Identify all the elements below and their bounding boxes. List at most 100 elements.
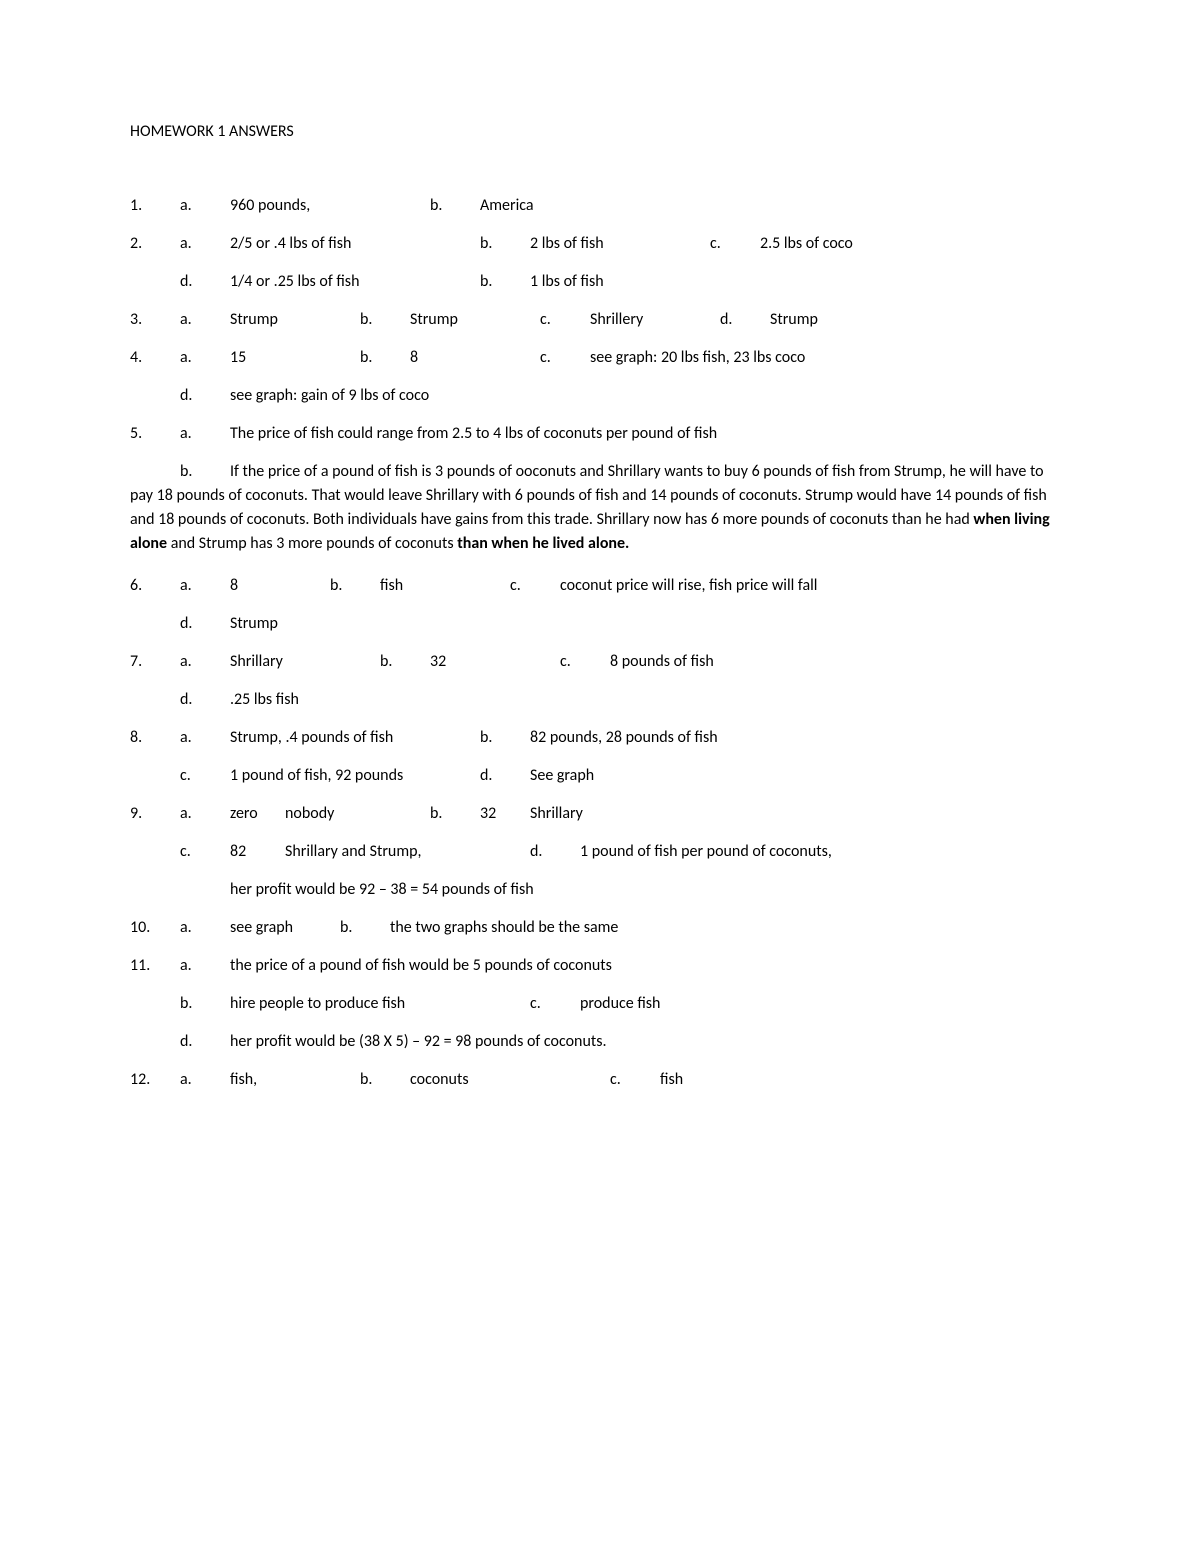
part-label: b. [430,194,480,218]
answer-text: .25 lbs fish [230,688,299,712]
part-label: b. [330,574,380,598]
part-label: c. [610,1068,660,1092]
question-row: 2. a. 2/5 or .4 lbs of fish b. 2 lbs of … [130,232,1070,256]
question-row: d. see graph: gain of 9 lbs of coco [130,384,1070,408]
question-number: 4. [130,346,180,370]
part-label: b. [430,802,480,826]
answer-text: 32 [480,802,530,826]
answer-text: 1 lbs of fish [530,270,604,294]
part-label: c. [560,650,610,674]
question-number: 5. [130,422,180,446]
answer-text: 1/4 or .25 lbs of fish [230,270,480,294]
answer-paragraph: b.If the price of a pound of fish is 3 p… [130,460,1070,556]
question-row: c. 82 Shrillary and Strump, d. 1 pound o… [130,840,1070,864]
question-number: 2. [130,232,180,256]
answer-text: America [480,194,534,218]
part-label: d. [180,612,230,636]
answer-text: See graph [530,764,594,788]
answer-text: Strump [230,612,278,636]
part-label: d. [180,688,230,712]
part-label: b. [480,232,530,256]
question-row: d. 1/4 or .25 lbs of fish b. 1 lbs of fi… [130,270,1070,294]
part-label: c. [540,308,590,332]
question-row: 6. a. 8 b. fish c. coconut price will ri… [130,574,1070,598]
part-label: b. [340,916,390,940]
question-row: 3. a. Strump b. Strump c. Shrillery d. S… [130,308,1070,332]
part-label: a. [180,194,230,218]
answer-text: 1 pound of fish, 92 pounds [230,764,480,788]
part-label: d. [720,308,770,332]
answer-text: coconut price will rise, fish price will… [560,574,817,598]
answer-text: produce fish [580,992,660,1016]
answer-text: 8 pounds of fish [610,650,714,674]
answer-text: 2/5 or .4 lbs of fish [230,232,480,256]
answer-text: 2.5 lbs of coco [760,232,853,256]
answer-text: 82 pounds, 28 pounds of fish [530,726,718,750]
question-row: d. Strump [130,612,1070,636]
question-number: 10. [130,916,180,940]
part-label: b. [380,650,430,674]
question-row: her profit would be 92 – 38 = 54 pounds … [130,878,1070,902]
question-row: 8. a. Strump, .4 pounds of fish b. 82 po… [130,726,1070,750]
question-number: 7. [130,650,180,674]
part-label: d. [480,764,530,788]
answer-text: 1 pound of fish per pound of coconuts, [580,840,832,864]
answer-text: 82 [230,840,285,864]
part-label: a. [180,574,230,598]
document-title: HOMEWORK 1 ANSWERS [130,120,1070,144]
part-label: b. [180,460,230,484]
answer-text: 2 lbs of fish [530,232,710,256]
answer-text: Shrillary and Strump, [285,840,530,864]
part-label: b. [360,1068,410,1092]
answer-text: 8 [230,574,330,598]
answer-text: see graph: gain of 9 lbs of coco [230,384,429,408]
answer-text: the price of a pound of fish would be 5 … [230,954,612,978]
answer-text: If the price of a pound of fish is 3 pou… [130,462,1047,529]
answer-text: her profit would be (38 X 5) – 92 = 98 p… [230,1030,607,1054]
answer-text: fish [660,1068,683,1092]
part-label: a. [180,232,230,256]
question-number: 3. [130,308,180,332]
answer-text: hire people to produce fish [230,992,530,1016]
answer-text: see graph: 20 lbs fish, 23 lbs coco [590,346,805,370]
question-row: 10. a. see graph b. the two graphs shoul… [130,916,1070,940]
answer-text: 8 [410,346,540,370]
answer-text: Shrillary [530,802,583,826]
question-row: c. 1 pound of fish, 92 pounds d. See gra… [130,764,1070,788]
part-label: a. [180,308,230,332]
part-label: d. [530,840,580,864]
answer-text: coconuts [410,1068,610,1092]
question-row: 1. a. 960 pounds, b. America [130,194,1070,218]
part-label: a. [180,422,230,446]
answer-text: Shrillery [590,308,720,332]
answer-text: the two graphs should be the same [390,916,618,940]
question-row: 7. a. Shrillary b. 32 c. 8 pounds of fis… [130,650,1070,674]
part-label: c. [530,992,580,1016]
part-label: d. [180,384,230,408]
answer-text: nobody [285,802,430,826]
part-label: a. [180,726,230,750]
part-label: a. [180,954,230,978]
answer-text: see graph [230,916,340,940]
answer-text: 15 [230,346,360,370]
question-number: 6. [130,574,180,598]
part-label: b. [360,346,410,370]
question-number: 1. [130,194,180,218]
question-row: 4. a. 15 b. 8 c. see graph: 20 lbs fish,… [130,346,1070,370]
question-row: b. hire people to produce fish c. produc… [130,992,1070,1016]
part-label: b. [480,726,530,750]
part-label: a. [180,802,230,826]
question-number: 8. [130,726,180,750]
part-label: b. [480,270,530,294]
answer-text: zero [230,802,285,826]
part-label: d. [180,270,230,294]
part-label: b. [360,308,410,332]
answer-text: 32 [430,650,560,674]
part-label: c. [180,840,230,864]
answer-text: fish [380,574,510,598]
question-row: d. her profit would be (38 X 5) – 92 = 9… [130,1030,1070,1054]
part-label: c. [540,346,590,370]
part-label: c. [180,764,230,788]
question-row: 9. a. zero nobody b. 32 Shrillary [130,802,1070,826]
question-row: 5. a. The price of fish could range from… [130,422,1070,446]
